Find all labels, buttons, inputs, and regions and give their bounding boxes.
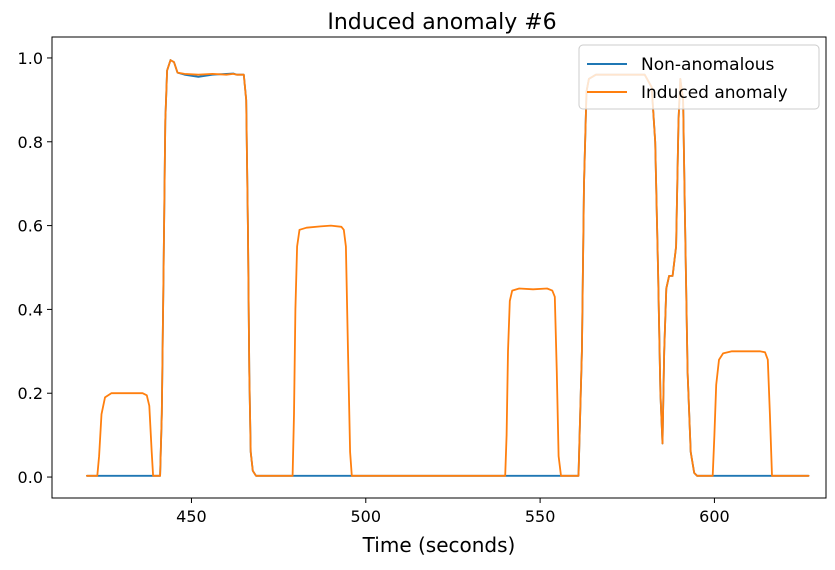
y-tick-label: 0.2 <box>18 384 43 403</box>
y-tick-label: 0.0 <box>18 468 43 487</box>
legend-label: Non-anomalous <box>641 55 774 75</box>
x-axis: 450 500 550 600 <box>176 498 730 526</box>
x-tick-label: 450 <box>176 507 207 526</box>
y-tick-label: 0.8 <box>18 133 43 152</box>
x-tick-label: 500 <box>351 507 382 526</box>
y-axis: 0.0 0.2 0.4 0.6 0.8 1.0 <box>18 49 52 487</box>
plot-frame <box>51 36 827 499</box>
y-tick-label: 0.4 <box>18 300 43 319</box>
x-axis-label: Time (seconds) <box>362 533 516 557</box>
legend: Non-anomalous Induced anomaly <box>578 44 820 110</box>
series-line-induced-anomaly <box>86 59 810 477</box>
legend-box <box>578 44 820 110</box>
y-tick-label: 0.6 <box>18 217 43 236</box>
x-tick-label: 600 <box>699 507 730 526</box>
chart-title: Induced anomaly #6 <box>327 10 556 35</box>
y-tick-label: 1.0 <box>18 49 43 68</box>
legend-label: Induced anomaly <box>641 83 788 103</box>
x-tick-label: 550 <box>525 507 556 526</box>
